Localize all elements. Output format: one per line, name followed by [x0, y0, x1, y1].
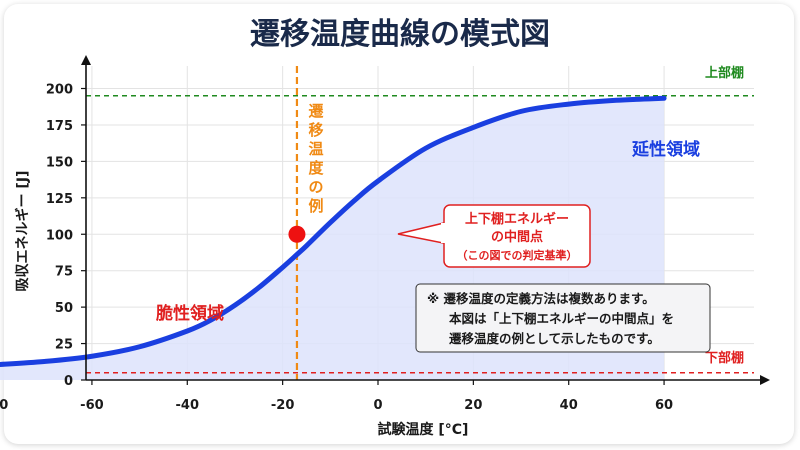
transition-example-label: 遷移温度の例: [308, 102, 324, 215]
x-tick-label: 40: [560, 398, 578, 413]
axes: [81, 55, 770, 385]
x-tick-label: -20: [271, 398, 295, 413]
x-tick-label: -60: [80, 398, 104, 413]
y-tick-label: 175: [46, 119, 73, 134]
note-box: [415, 283, 711, 353]
y-axis-label: 吸収エネルギー [J]: [14, 171, 31, 292]
y-tick-label: 50: [55, 301, 73, 316]
chart-title: 遷移温度曲線の模式図: [250, 17, 550, 52]
y-tick-label: 0: [64, 374, 73, 389]
midpoint-marker: [288, 225, 306, 243]
transition-curve: [0, 95, 667, 367]
upper-shelf-label: 上部棚: [705, 65, 744, 81]
midpoint-callout: 上下棚エネルギー の中間点 （この図での判定基準）: [397, 204, 591, 268]
ductile-region-label: 延性領域: [631, 139, 700, 160]
callout-line-1: 上下棚エネルギー: [465, 211, 569, 227]
x-tick-label: -40: [176, 398, 200, 413]
x-tick-label: -80: [0, 398, 8, 413]
x-tick-label: 0: [373, 398, 382, 413]
note-line-2: 本図は「上下棚エネルギーの中間点」を: [449, 311, 674, 326]
shelf-lines: [86, 66, 754, 380]
note-line-1: ※ 遷移温度の定義方法は複数あります。: [427, 291, 655, 306]
x-tick-label: 20: [464, 398, 482, 413]
x-axis-arrow: [760, 375, 770, 385]
x-tick-label: 60: [655, 398, 673, 413]
brittle-region-label: 脆性領域: [155, 303, 224, 324]
x-axis-label: 試験温度 [°C]: [378, 421, 469, 438]
y-tick-label: 100: [46, 228, 73, 243]
x-ticks: -80 -60 -40 -20 0 20 40 60: [0, 380, 673, 413]
y-tick-label: 125: [46, 192, 73, 207]
lower-shelf-label: 下部棚: [705, 350, 744, 366]
y-tick-label: 200: [46, 83, 73, 98]
callout-line-3: （この図での判定基準）: [457, 248, 578, 262]
y-ticks: 0 25 50 75 100 125 150 175 200: [46, 83, 86, 389]
y-tick-label: 150: [46, 155, 73, 170]
y-axis-arrow: [81, 55, 91, 65]
callout-line-2: の中間点: [491, 229, 543, 245]
y-tick-label: 75: [55, 265, 73, 280]
y-tick-label: 25: [55, 338, 73, 353]
definition-note: ※ 遷移温度の定義方法は複数あります。 本図は「上下棚エネルギーの中間点」を 遷…: [415, 283, 711, 353]
note-line-3: 遷移温度の例として示したものです。: [449, 331, 660, 346]
